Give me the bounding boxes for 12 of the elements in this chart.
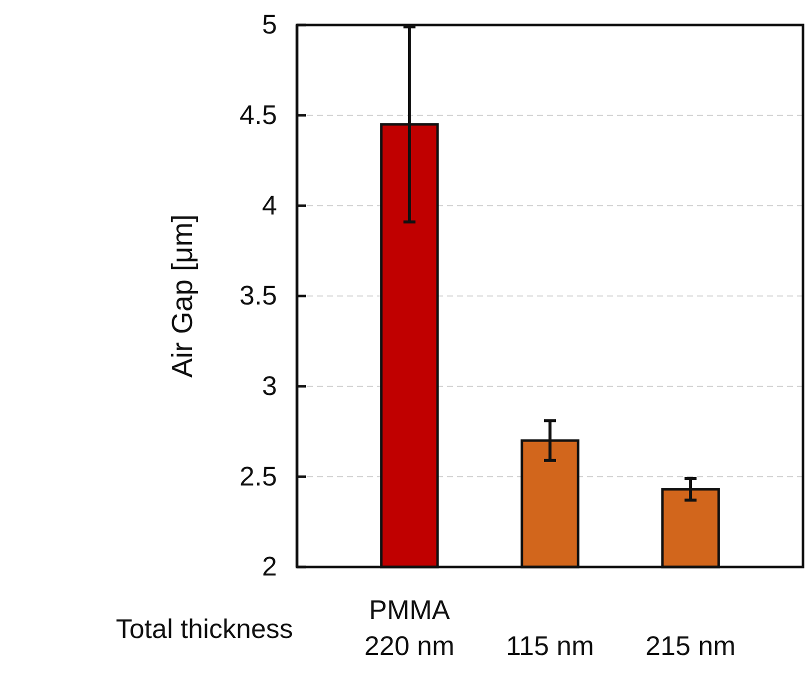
x-tick-label: 115 nm <box>506 631 594 661</box>
x-tick-label: PMMA 220 nm <box>364 595 454 661</box>
x-tick-label: 215 nm <box>646 631 736 661</box>
y-tick-label: 4 <box>262 190 277 220</box>
y-tick-label: 2 <box>262 552 277 582</box>
y-tick-label: 4.5 <box>239 100 277 130</box>
y-tick-label: 5 <box>262 10 277 40</box>
y-axis-title: Air Gap [μm] <box>167 214 199 378</box>
y-tick-label: 3.5 <box>239 280 277 311</box>
y-tick-label: 3 <box>262 370 277 401</box>
y-tick-label: 2.5 <box>239 461 277 492</box>
text: Total thickness <box>116 614 293 644</box>
